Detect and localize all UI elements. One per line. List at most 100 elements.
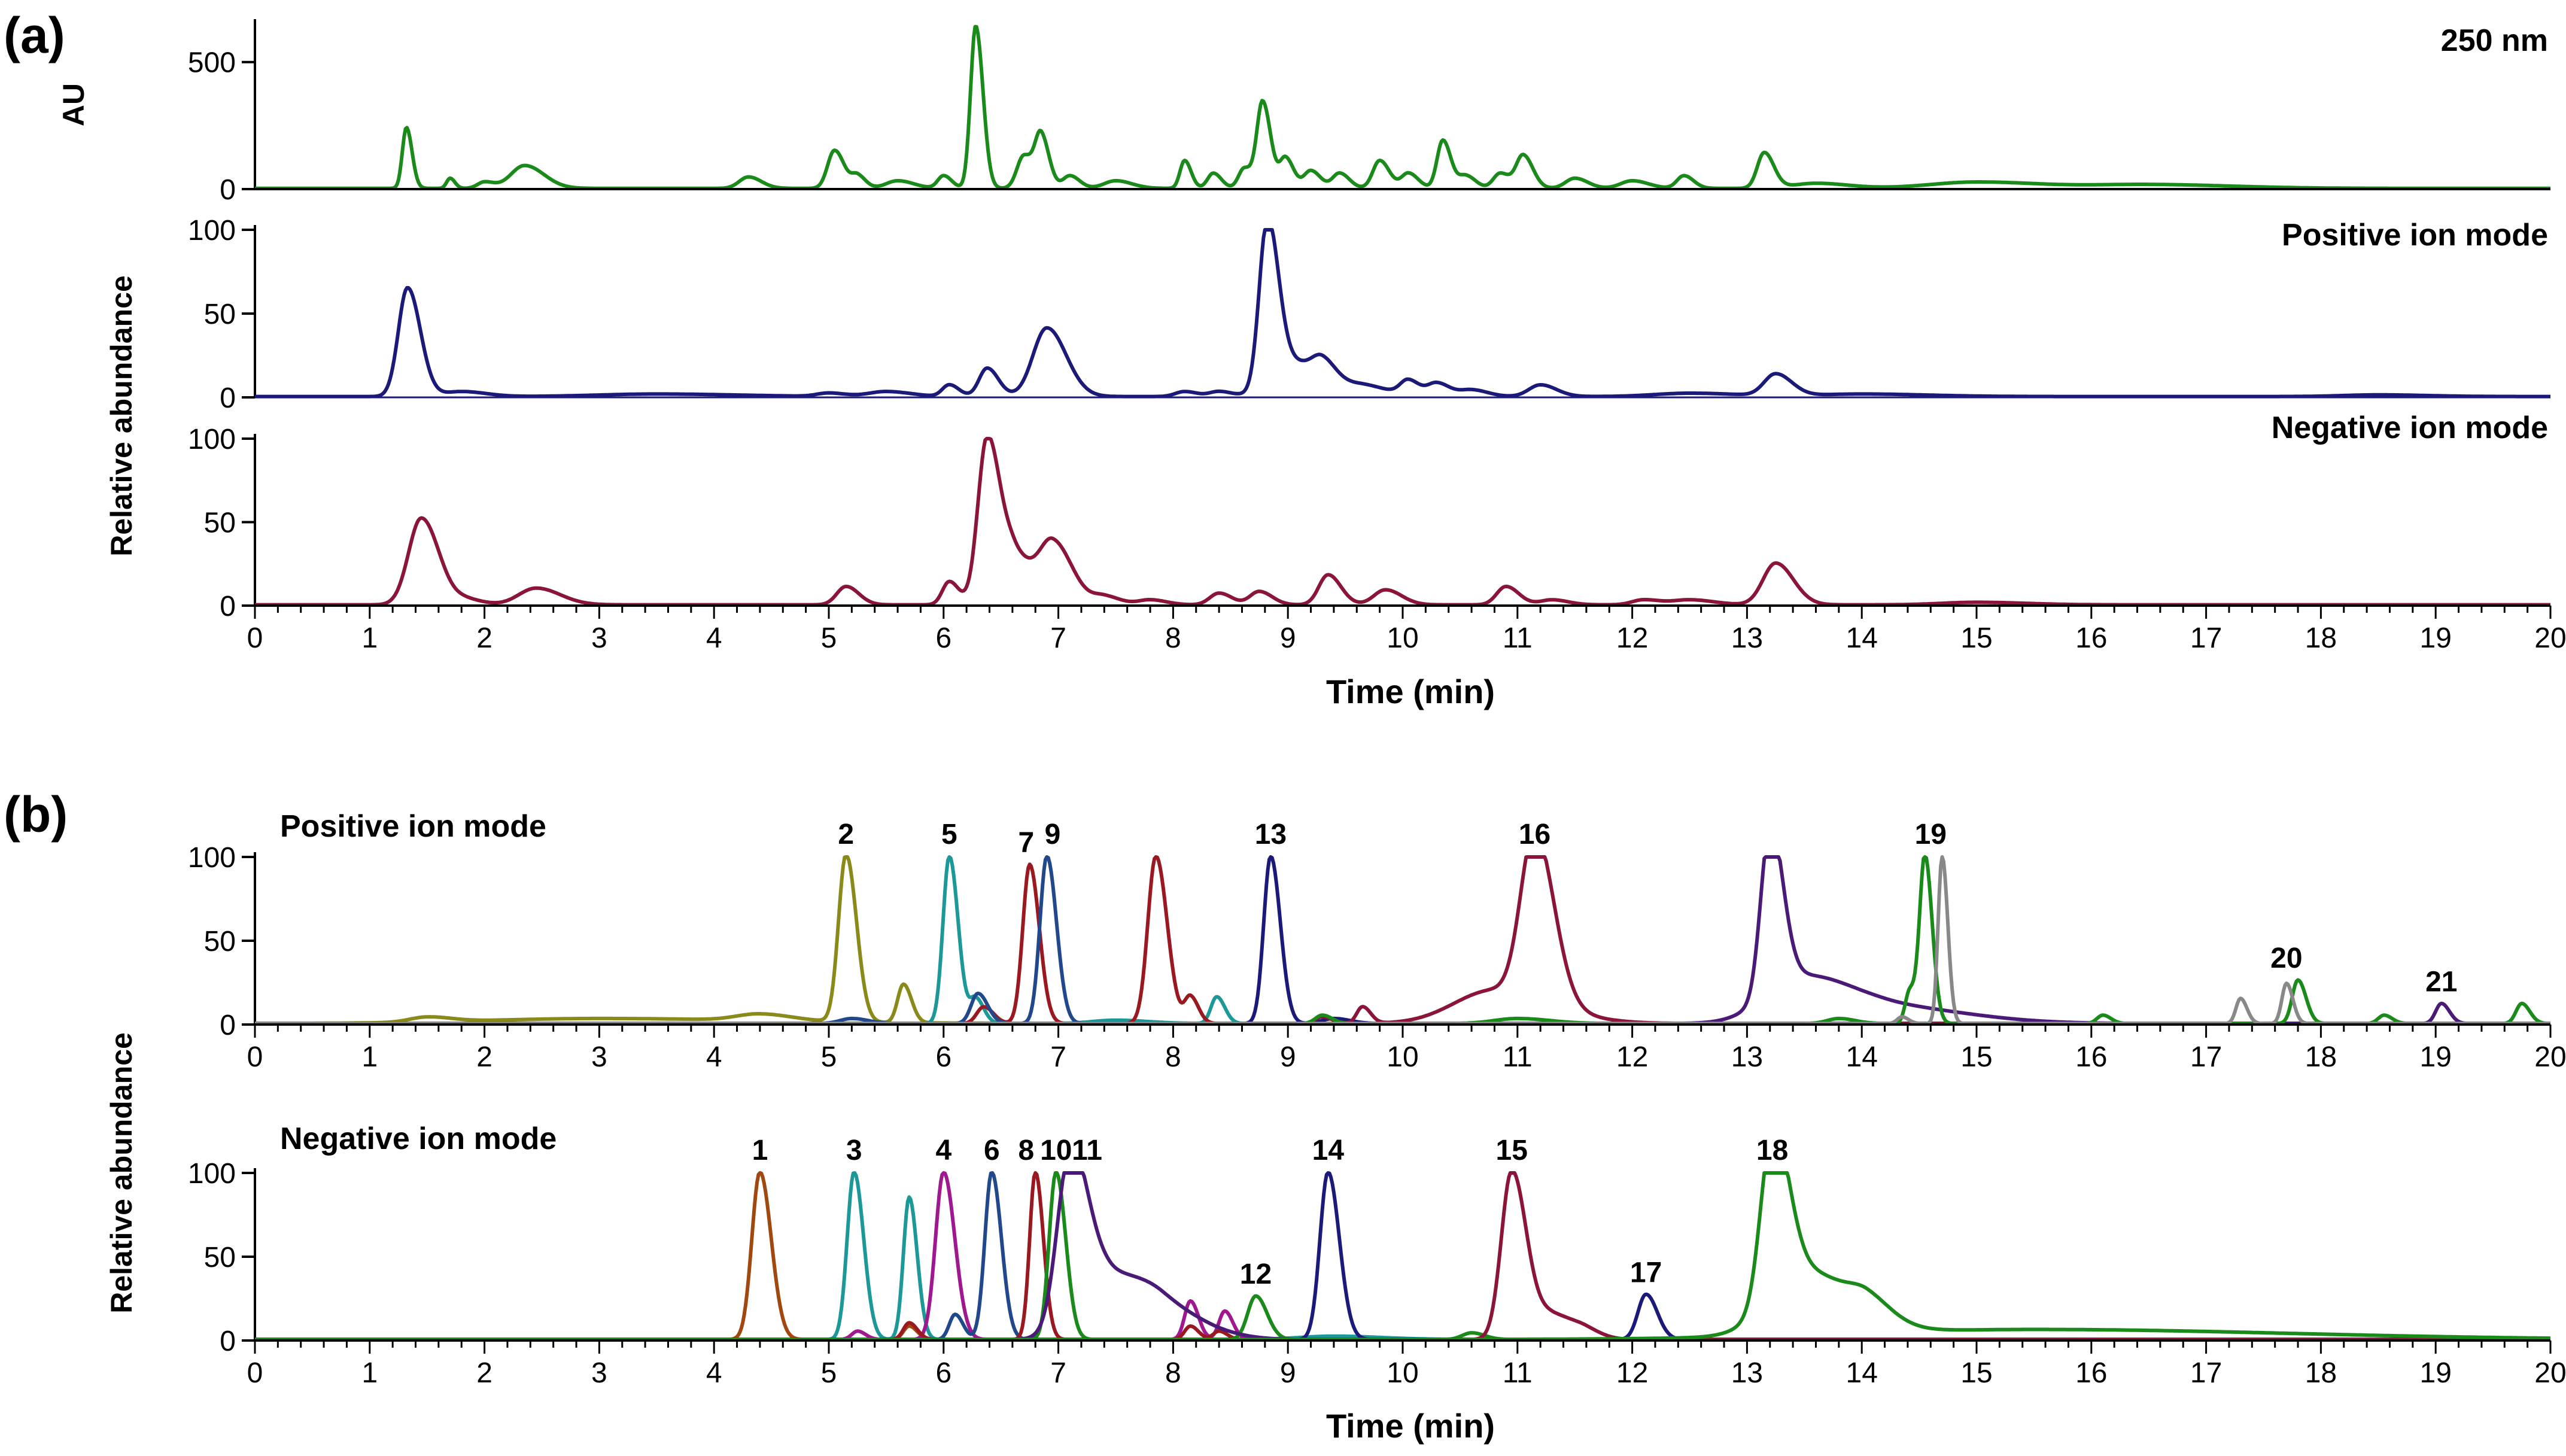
x-tick-label: 17 [2190,622,2222,654]
x-tick-label: 10 [1387,1041,1418,1073]
x-tick-label: 9 [1280,1041,1296,1073]
trace-line-7 [254,1171,2551,1342]
trace-line-4 [254,1171,2551,1342]
x-tick-label: 4 [706,1357,722,1389]
trace-line-5 [254,1171,2551,1342]
negative-ion-title-b: Negative ion mode [280,1121,557,1156]
x-tick-label: 11 [1503,622,1533,654]
peak-label: 9 [1045,819,1061,850]
x-tick-label: 6 [935,1041,951,1073]
negative-ion-tic: Negative ion mode 0 50 100 [188,411,2551,622]
peak-label: 3 [846,1135,862,1166]
x-tick-label: 3 [591,1041,607,1073]
x-tick-label: 7 [1050,1041,1066,1073]
x-tick-label: 17 [2190,1041,2222,1073]
panel-a-label: (a) [4,7,65,63]
peak-label: 6 [984,1135,1000,1166]
y-tick-label: 100 [188,215,236,247]
x-tick-label: 16 [2075,622,2107,654]
trace-line-6 [254,855,2551,1026]
trace-line-3 [254,855,2551,1026]
x-tick-label: 13 [1731,1357,1763,1389]
x-tick-label: 20 [2534,622,2566,654]
x-tick-label: 2 [476,622,492,654]
x-tick-label: 2 [476,1357,492,1389]
y-tick-label: 50 [204,926,236,958]
peak-label: 17 [1630,1257,1662,1288]
x-tick-label: 1 [361,1357,378,1389]
x-tick-label: 15 [1960,622,1992,654]
y-tick-label: 50 [204,507,236,539]
peak-label: 1 [752,1135,768,1166]
trace-line-3 [254,1171,2551,1342]
y-tick-label: 0 [220,174,236,206]
y-tick-label: 50 [204,1242,236,1273]
peak-label: 16 [1519,819,1550,850]
trace-line-8 [254,855,2551,1026]
peak-label: 11 [1072,1135,1102,1166]
x-tick-label: 19 [2420,622,2452,654]
x-tick-label: 4 [706,1041,722,1073]
peak-label: 7 [1019,827,1035,859]
x-tick-label: 7 [1050,622,1066,654]
trace-line-0 [254,25,2551,190]
trace-line-5 [254,855,2551,1026]
x-tick-label: 9 [1280,622,1296,654]
x-tick-label: 9 [1280,1357,1296,1389]
x-tick-label: 13 [1731,622,1763,654]
au-axis-label: AU [57,83,90,126]
y-tick-label: 0 [220,382,236,414]
trace-line-1 [254,855,2551,1026]
x-tick-label: 3 [591,622,607,654]
trace-line-0 [254,1171,2551,1342]
peak-label: 19 [1915,819,1947,850]
positive-ion-title-a: Positive ion mode [2282,218,2548,253]
x-tick-label: 13 [1731,1041,1763,1073]
trace-line-2 [254,855,2551,1026]
y-tick-label: 100 [188,1158,236,1190]
negative-ion-title-a: Negative ion mode [2272,411,2548,445]
y-tick-label: 0 [220,591,236,622]
x-tick-label: 20 [2534,1041,2566,1073]
peak-label: 15 [1496,1135,1528,1166]
x-tick-label: 0 [247,1357,263,1389]
x-tick-label: 10 [1387,1357,1418,1389]
x-tick-label: 14 [1846,622,1878,654]
trace-line-0 [254,437,2551,607]
x-tick-label: 8 [1165,1357,1181,1389]
peak-label: 20 [2270,943,2302,974]
x-tick-label: 0 [247,1041,263,1073]
peak-label: 18 [1756,1135,1788,1166]
trace-line-8 [254,1171,2551,1342]
x-tick-label: 10 [1387,622,1418,654]
panel-b-label: (b) [4,786,68,843]
y-tick-label: 100 [188,424,236,455]
x-tick-label: 16 [2075,1041,2107,1073]
trace-line-7 [254,855,2551,1026]
trace-line-0 [254,228,2551,399]
trace-line-9 [254,1171,2551,1342]
x-tick-label: 19 [2420,1041,2452,1073]
peak-label: 5 [941,819,957,850]
x-axis-b-top: 0 1 2 3 4 5 6 7 8 9 10 11 12 13 14 15 16 17 18 19 20 [247,1023,2566,1073]
x-tick-label: 15 [1960,1041,1992,1073]
y-tick-label: 500 [188,47,236,79]
peak-label: 8 [1019,1135,1035,1166]
relative-abundance-label-a: Relative abundance [105,275,138,557]
x-tick-label: 0 [247,622,263,654]
x-tick-label: 20 [2534,1357,2566,1389]
x-tick-label: 6 [935,622,951,654]
trace-line-1 [254,1171,2551,1342]
x-tick-label: 14 [1846,1041,1878,1073]
x-tick-label: 5 [821,1357,837,1389]
x-tick-label: 12 [1616,622,1648,654]
x-tick-label: 12 [1616,1041,1648,1073]
peak-label: 4 [935,1135,951,1166]
negative-ion-eic-plot: Negative ion mode 0 50 100 1 3 4 6 8 10 11 12 14 15 1… [188,1121,2551,1357]
x-tick-label: 4 [706,622,722,654]
trace-line-6 [254,1171,2551,1342]
trace-line-2 [254,1171,2551,1342]
x-tick-label: 15 [1960,1357,1992,1389]
x-tick-label: 18 [2305,1041,2337,1073]
